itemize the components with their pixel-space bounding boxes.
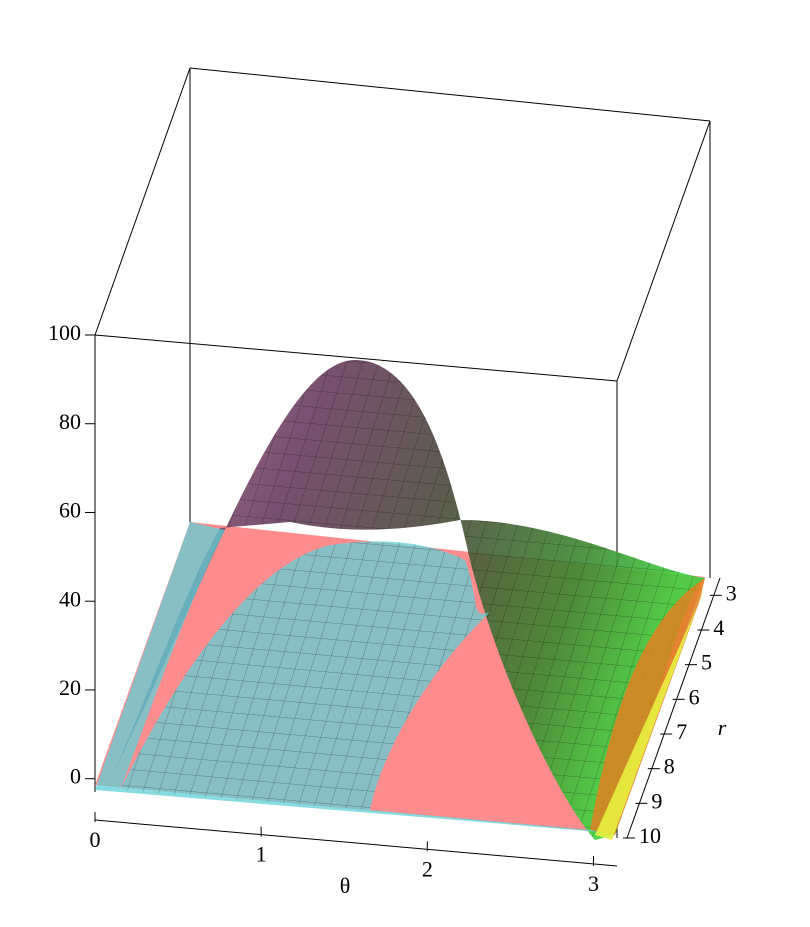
x-tick-label: 1 (256, 842, 267, 867)
y-tick-label: 3 (726, 580, 737, 605)
z-tick-label: 40 (59, 586, 81, 611)
x-axis-label: θ (340, 873, 351, 898)
surface-bump-mesh (105, 360, 705, 840)
y-tick-label: 10 (639, 823, 661, 848)
box-edge (94, 67, 191, 336)
z-tick-label: 100 (48, 320, 81, 345)
y-axis-line (626, 577, 721, 839)
y-tick-label: 9 (651, 788, 662, 813)
box-edge (616, 120, 711, 382)
surface-orange (590, 578, 705, 835)
z-tick-label: 60 (59, 498, 81, 523)
y-tick-label: 6 (689, 684, 700, 709)
box-edge (189, 67, 711, 122)
x-axis-line (94, 819, 618, 867)
surface-yellow (595, 585, 705, 840)
x-tick-label: 2 (422, 856, 433, 881)
surfaces (95, 360, 705, 840)
y-tick-label: 4 (713, 615, 724, 640)
z-tick-label: 80 (59, 409, 81, 434)
y-tick-label: 5 (701, 650, 712, 675)
x-tick-label: 3 (588, 871, 599, 896)
surface-cyan-mesh (120, 541, 490, 810)
y-axis-label: r (718, 715, 727, 740)
y-tick-label: 8 (664, 754, 675, 779)
x-tick-label: 0 (90, 827, 101, 852)
box-edge (94, 334, 618, 382)
z-tick-label: 20 (59, 675, 81, 700)
y-tick-label: 7 (676, 719, 687, 744)
z-tick-label: 0 (70, 764, 81, 789)
